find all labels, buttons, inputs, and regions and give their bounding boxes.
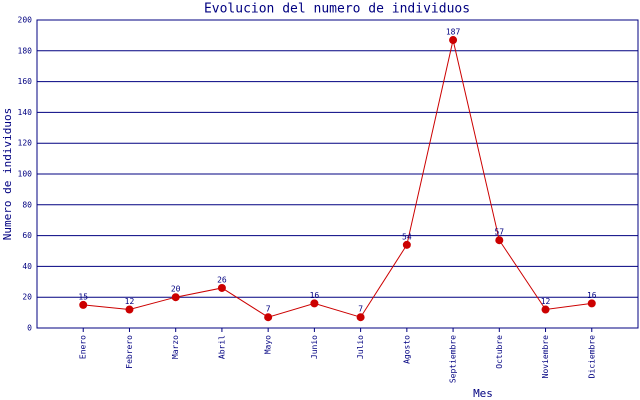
data-label: 15 [78, 292, 88, 301]
y-tick-label: 180 [18, 46, 33, 55]
data-label: 16 [587, 291, 597, 300]
data-label: 12 [541, 297, 551, 306]
data-label: 20 [171, 285, 181, 294]
data-point [264, 313, 273, 322]
y-tick-label: 40 [22, 262, 32, 271]
data-point [587, 299, 596, 308]
y-axis-label: Numero de individuos [1, 108, 14, 240]
data-point [541, 305, 550, 314]
data-point [310, 299, 319, 308]
y-tick-label: 100 [18, 170, 33, 179]
x-tick-label: Diciembre [587, 335, 596, 379]
x-tick-label: Agosto [402, 335, 411, 364]
data-line [83, 39, 592, 318]
x-tick-label: Julio [356, 335, 365, 359]
data-label: 16 [310, 291, 320, 300]
data-label: 7 [266, 305, 271, 314]
data-point [217, 283, 226, 292]
data-point [79, 300, 88, 309]
y-tick-label: 60 [22, 231, 32, 240]
data-point [495, 236, 504, 245]
chart-title: Evolucion del numero de individuos [204, 2, 470, 17]
y-tick-label: 140 [18, 108, 33, 117]
data-label: 7 [358, 305, 363, 314]
data-label: 187 [446, 28, 461, 37]
x-tick-label: Noviembre [541, 335, 550, 379]
x-tick-label: Febrero [125, 335, 134, 369]
x-tick-label: Octubre [495, 335, 504, 369]
x-tick-label: Enero [79, 335, 88, 359]
x-axis-label: Mes [473, 387, 493, 400]
x-tick-label: Septiembre [449, 335, 458, 383]
x-tick-label: Marzo [171, 335, 180, 359]
y-tick-label: 20 [22, 293, 32, 302]
data-point [402, 240, 411, 249]
y-tick-label: 160 [18, 77, 33, 86]
x-tick-label: Mayo [264, 335, 273, 354]
y-tick-label: 0 [27, 324, 32, 333]
data-label: 26 [217, 275, 227, 284]
data-point [356, 313, 365, 322]
x-tick-label: Abril [217, 335, 226, 359]
data-point [449, 36, 458, 45]
y-tick-label: 120 [18, 139, 33, 148]
data-label: 57 [494, 228, 504, 237]
y-tick-label: 80 [22, 200, 32, 209]
plot-frame [36, 19, 639, 329]
x-tick-label: Junio [310, 335, 319, 359]
data-label: 12 [125, 297, 135, 306]
data-point [171, 293, 180, 302]
y-tick-label: 200 [18, 16, 33, 25]
data-point [125, 305, 134, 314]
data-label: 54 [402, 232, 412, 241]
